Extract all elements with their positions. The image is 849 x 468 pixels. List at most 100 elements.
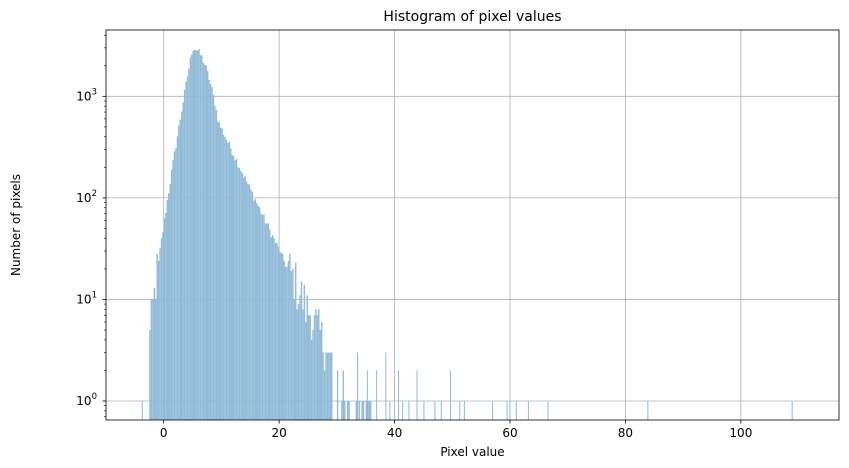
histogram-bin [244, 176, 246, 420]
histogram-bin [328, 352, 330, 420]
histogram-bin [434, 401, 436, 420]
histogram-bin [300, 281, 303, 420]
histogram-bin [376, 370, 378, 420]
histogram-bin [277, 246, 280, 420]
histogram-bin [273, 238, 275, 420]
histogram-bin [299, 295, 301, 420]
histogram-bin [198, 48, 200, 420]
histogram-bin [276, 242, 278, 420]
histogram-bin [303, 284, 306, 420]
histogram-bin [423, 401, 425, 420]
histogram-bin [341, 401, 343, 420]
histogram-bin [515, 401, 517, 420]
histogram-bin [366, 370, 368, 420]
x-tick-label: 40 [387, 426, 402, 440]
histogram-bin [159, 248, 161, 420]
histogram-bin [155, 299, 157, 420]
x-tick-label: 80 [618, 426, 633, 440]
histogram-bin [209, 83, 212, 420]
histogram-bin [230, 148, 232, 420]
histogram-bin [440, 401, 442, 420]
histogram-bin [271, 235, 274, 420]
histogram-bin [463, 401, 465, 420]
histogram-bin [306, 295, 308, 420]
histogram-bin [310, 339, 313, 420]
histogram-bin [189, 57, 192, 421]
histogram-bin [172, 160, 174, 420]
y-tick-label: 103 [76, 87, 97, 103]
histogram-bin [204, 64, 206, 420]
histogram-bin [336, 370, 339, 420]
histogram-bin [248, 184, 251, 420]
histogram-bin [342, 370, 345, 420]
histogram-bin [192, 50, 194, 421]
histogram-bin [365, 401, 368, 420]
histogram-bin [168, 193, 170, 420]
histogram-bin [258, 207, 261, 420]
histogram-bin [312, 330, 314, 420]
histogram-bin [269, 229, 271, 420]
histogram-bin [509, 401, 511, 420]
plot-frame [105, 29, 840, 421]
histogram-bin [318, 309, 320, 420]
histogram-bin [302, 309, 304, 420]
histogram-bin [241, 172, 244, 420]
histogram-bin [176, 136, 179, 421]
histogram-bin [261, 214, 264, 420]
histogram-bin [186, 76, 189, 420]
x-tick-label: 100 [729, 426, 752, 440]
histogram-bin [257, 205, 259, 420]
histogram-bin [227, 142, 229, 420]
histogram-bin [358, 401, 360, 420]
histogram-bin [222, 134, 225, 421]
histogram-bin [149, 330, 151, 420]
histogram-bin [211, 87, 213, 420]
y-tick-label: 102 [76, 189, 97, 205]
histogram-bin [194, 49, 196, 421]
histogram-bin [385, 352, 387, 420]
histogram-bin [183, 89, 186, 420]
histogram-bin [251, 192, 254, 420]
histogram-bin [247, 184, 249, 420]
histogram-bin [181, 111, 183, 420]
x-axis-label: Pixel value [440, 445, 504, 459]
histogram-bin [165, 212, 167, 420]
histogram-bin [221, 128, 223, 420]
histogram-bin [348, 401, 350, 420]
histogram-bin [315, 309, 317, 420]
histogram-bin [201, 55, 203, 421]
histogram-bin [357, 352, 359, 420]
histogram-bin [322, 352, 324, 420]
histogram-bin [316, 315, 319, 420]
histogram-bin [290, 271, 293, 420]
histogram-bin [355, 401, 358, 420]
histogram-bin [329, 352, 332, 420]
histogram-bin [208, 79, 210, 420]
histogram-bin [212, 94, 215, 421]
histogram-bin [492, 401, 494, 420]
y-axis-label: Number of pixels [9, 174, 23, 276]
histogram-bin [156, 254, 158, 420]
x-tick-label: 0 [160, 426, 168, 440]
histogram-bin [224, 136, 226, 421]
axis-ticks: 0 20 40 60 80 100 100 101 102 103 [76, 34, 752, 440]
histogram-bin [344, 401, 346, 420]
histogram-bin [292, 268, 294, 420]
histogram-bin [331, 352, 333, 420]
histogram-bin [188, 68, 190, 421]
histogram-bin [408, 401, 410, 420]
histogram-bin [323, 370, 326, 420]
histogram-bin [254, 199, 257, 420]
histogram-bin [166, 200, 168, 420]
histogram-bin [325, 352, 327, 420]
histogram-bin [182, 102, 184, 420]
histogram-bin [234, 160, 236, 420]
histogram-bin [231, 155, 233, 420]
histogram-bin [320, 321, 323, 420]
histogram-bin [264, 223, 267, 420]
chart-title: Histogram of pixel values [383, 9, 561, 25]
histogram-bin [309, 315, 311, 420]
histogram-bin [274, 242, 277, 420]
histogram-bin [243, 177, 245, 420]
